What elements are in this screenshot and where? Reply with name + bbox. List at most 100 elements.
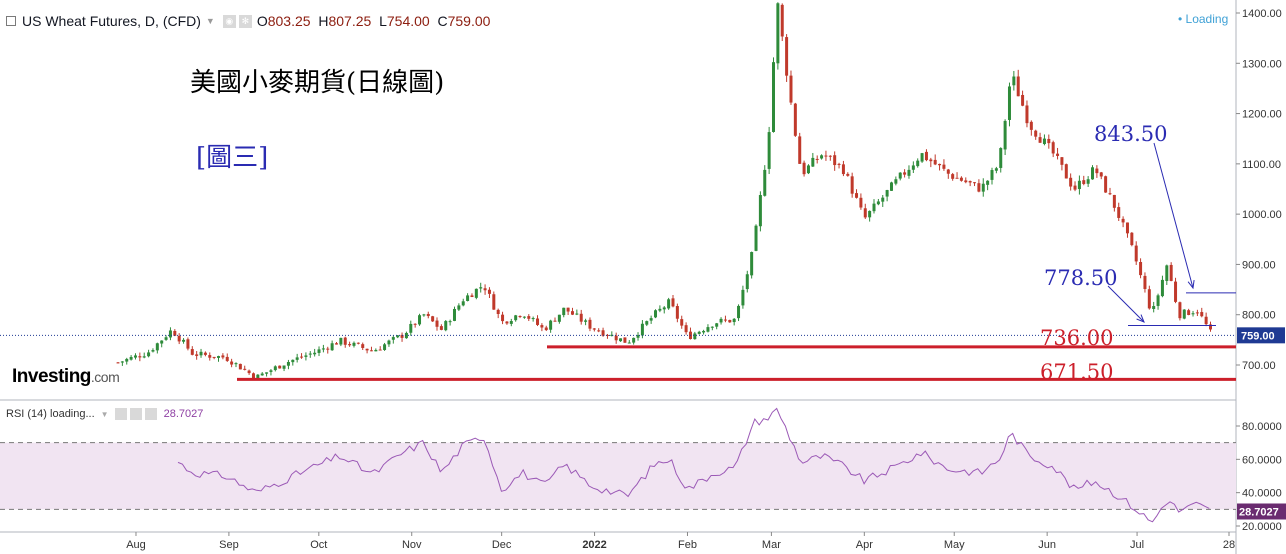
candle-body [994,168,998,171]
candle-body [369,350,373,352]
candle-body [1143,275,1147,289]
candle-body [732,318,736,323]
rsi-label[interactable]: RSI (14) loading... [6,408,95,420]
candle-body [623,337,627,343]
symbol-name[interactable]: US Wheat Futures, D, (CFD) [22,13,201,29]
candle-body [684,325,688,333]
level-label-843: 843.50 [1094,122,1167,146]
candle-body [448,321,452,323]
candle-body [907,169,911,176]
candle-body [348,344,352,346]
candle-body [1016,76,1020,97]
candle-body [326,348,330,350]
candle-body [418,315,422,325]
candle-body [129,357,133,360]
candle-body [186,339,190,349]
high-label: H [318,13,329,29]
time-axis-label: Mar [762,539,781,551]
chart-title-annotation: 美國小麥期貨(日線圖) [190,68,445,98]
candle-body [1209,324,1212,330]
candle-body [640,323,644,336]
figure-label: [圖三] [196,143,269,173]
candle-body [308,353,312,355]
candle-body [496,309,500,314]
candle-body [566,307,570,312]
candle-body [942,164,946,169]
candle-body [225,356,229,361]
time-axis-label: Oct [310,539,327,551]
logo-main: Investing [12,366,91,387]
close-icon[interactable] [144,408,157,420]
candle-body [147,352,151,357]
candle-body [1130,232,1134,246]
candle-body [155,343,159,351]
candle-body [1174,281,1178,302]
candle-body [212,356,216,358]
candle-body [1012,76,1016,86]
time-axis-label: 2022 [582,539,606,551]
candle-body [501,314,505,322]
rsi-axis-label: 40.0000 [1242,488,1282,500]
candle-body [195,354,199,356]
candle-body [1178,302,1182,319]
candle-body [321,348,325,350]
candle-body [658,308,662,311]
candle-body [715,323,719,327]
gear-icon[interactable] [129,408,142,420]
candle-body [1025,105,1029,124]
candle-body [815,158,819,160]
candle-body [300,356,304,358]
price-axis-label: 1100.00 [1242,159,1281,171]
candle-body [1152,306,1156,310]
eye-icon[interactable] [114,408,127,420]
candle-body [142,356,146,358]
candle-body [1051,142,1055,154]
candle-body [597,330,601,332]
candle-body [173,330,177,336]
candle-body [409,323,413,333]
candle-body [531,318,535,320]
candle-body [387,340,391,345]
candle-body [977,183,981,192]
candle-body [383,344,387,350]
chevron-down-icon[interactable]: ▼ [205,16,215,26]
candle-body [1073,185,1077,190]
candle-body [667,299,671,309]
arrow-778 [1107,285,1145,323]
candle-body [903,172,907,175]
candle-body [824,155,828,157]
gear-icon[interactable]: ✻ [238,14,252,28]
rsi-last-label: 28.7027 [1239,506,1279,518]
candle-body [924,151,928,161]
candle-body [1047,138,1051,144]
chevron-down-icon[interactable]: ▼ [100,409,109,419]
price-axis-label: 1200.00 [1242,109,1282,121]
time-axis-label: Apr [856,539,873,551]
candle-body [1069,177,1073,187]
rsi-header: RSI (14) loading... ▼ 28.7027 [6,408,203,420]
candle-body [461,301,465,306]
last-price-tag [1237,327,1285,344]
candle-body [986,180,990,185]
candle-body [273,366,277,371]
close-label: C [437,13,448,29]
candles-group [116,2,1212,380]
candle-body [182,339,186,342]
time-axis-label: May [944,539,965,551]
candle-body [400,334,404,338]
candle-body [1139,261,1143,276]
eye-icon[interactable]: ◉ [222,14,236,28]
candle-body [243,368,247,370]
candle-body [518,316,522,318]
candle-body [120,361,124,363]
candle-body [466,295,470,301]
collapse-toggle[interactable] [6,16,16,26]
candle-body [125,358,129,362]
candle-body [278,365,282,369]
candle-body [588,319,592,329]
candle-body [833,155,837,166]
candle-body [343,337,347,345]
candle-body [929,159,933,162]
time-axis-label: Sep [219,539,239,551]
